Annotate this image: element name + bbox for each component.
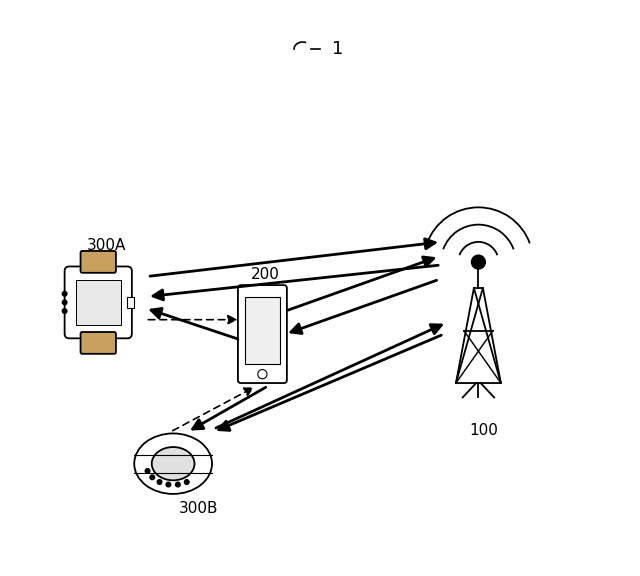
Ellipse shape [152,447,195,480]
FancyBboxPatch shape [65,267,132,338]
FancyBboxPatch shape [81,251,116,273]
Text: 200: 200 [251,267,280,282]
FancyBboxPatch shape [81,332,116,354]
Bar [127,297,134,308]
Circle shape [472,255,485,269]
Circle shape [157,480,162,484]
Bar [76,280,121,325]
Circle shape [175,482,180,487]
FancyBboxPatch shape [244,297,280,363]
Circle shape [184,480,189,484]
Circle shape [145,469,150,473]
Circle shape [166,482,171,487]
Ellipse shape [134,433,212,494]
FancyBboxPatch shape [238,285,287,383]
Text: 300B: 300B [179,501,218,516]
Circle shape [62,309,67,313]
Circle shape [150,475,155,480]
Text: 100: 100 [470,423,499,438]
Text: 300A: 300A [87,238,126,253]
Circle shape [62,291,67,296]
Circle shape [62,300,67,305]
Text: 1: 1 [332,40,343,58]
